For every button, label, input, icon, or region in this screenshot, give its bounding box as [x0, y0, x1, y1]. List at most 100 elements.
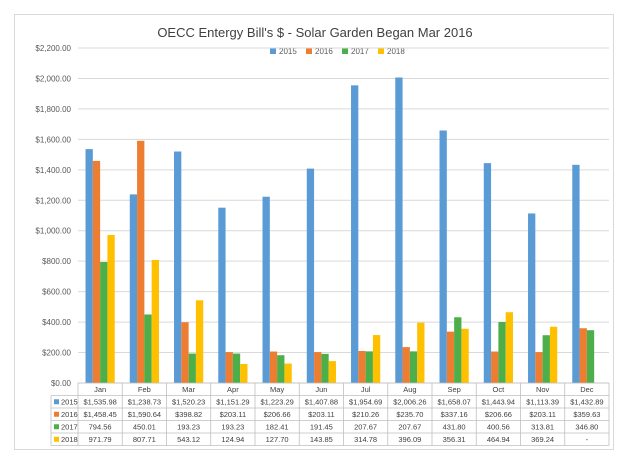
chart-title: OECC Entergy Bill's $ - Solar Garden Beg…: [157, 25, 472, 40]
table-key-swatch-2017: [54, 424, 59, 430]
bar-2016-Nov: [535, 352, 543, 383]
bar-2018-Sep: [461, 328, 469, 383]
legend-label-2018: 2018: [387, 47, 405, 56]
legend: 2015 2016 2017 2018: [270, 47, 405, 56]
y-tick-label: $1,600.00: [35, 135, 71, 144]
table-cell: 356.31: [443, 435, 466, 444]
table-cell: 369.24: [531, 435, 554, 444]
table-cell: $1,407.88: [305, 398, 338, 407]
table-cell: $2,006.26: [393, 398, 426, 407]
table-cell: $210.26: [352, 410, 379, 419]
bar-2018-Oct: [505, 312, 513, 383]
bar-2017-Jul: [365, 351, 373, 383]
bar-2015-May: [262, 196, 270, 383]
bar-2016-Jul: [358, 350, 366, 383]
bar-2017-Jan: [100, 262, 108, 383]
table-cell: 193.23: [221, 423, 244, 432]
data-table: Jan Feb Mar Apr May Jun Jul Aug Sep Oct Nov Dec 2015…: [50, 382, 610, 446]
bar-2015-Feb: [129, 194, 138, 383]
table-cell: 313.81: [531, 423, 554, 432]
x-tick-label: Jan: [94, 385, 106, 394]
table-cell: 143.85: [310, 435, 333, 444]
table-series-label: 2015: [61, 398, 78, 407]
x-tick-label: Aug: [403, 385, 416, 394]
y-tick-label: $1,800.00: [35, 105, 71, 114]
chart-frame: OECC Entergy Bill's $ - Solar Garden Beg…: [14, 14, 614, 450]
table-key-swatch-2016: [54, 411, 59, 417]
table-cell: 193.23: [177, 423, 200, 432]
table-cell: 807.71: [133, 435, 156, 444]
table-cell: $203.11: [220, 410, 247, 419]
table-cell: -: [586, 435, 589, 444]
table-cell: 450.01: [133, 423, 156, 432]
bar-2015-Dec: [572, 164, 580, 383]
y-tick-label: $600.00: [42, 288, 71, 297]
table-cell: $1,238.73: [128, 398, 161, 407]
x-tick-label: Feb: [138, 385, 151, 394]
x-tick-label: Jul: [361, 385, 371, 394]
table-cell: $1,113.39: [526, 398, 559, 407]
table-series-label: 2016: [61, 410, 78, 419]
table-cell: 346.80: [575, 423, 598, 432]
bar-2018-Jun: [328, 361, 336, 383]
bar-2015-Jun: [306, 168, 315, 383]
y-tick-label: $2,000.00: [35, 74, 71, 83]
table-cell: $337.16: [441, 410, 468, 419]
y-tick-label: $1,000.00: [35, 227, 71, 236]
table-cell: $1,658.07: [437, 398, 470, 407]
bar-2015-Nov: [528, 213, 536, 383]
table-cell: $398.82: [175, 410, 202, 419]
bar-2016-Aug: [402, 347, 410, 383]
legend-swatch-2015: [270, 48, 276, 54]
table-cell: 207.67: [354, 423, 377, 432]
table-key-swatch-2018: [54, 436, 59, 442]
table-cell: $1,590.64: [128, 410, 161, 419]
table-cell: $235.70: [396, 410, 423, 419]
bar-2016-Jun: [314, 352, 322, 383]
gridlines: [78, 47, 609, 384]
table-cell: 400.56: [487, 423, 510, 432]
x-tick-label: Nov: [536, 385, 550, 394]
bar-2015-Sep: [439, 130, 447, 383]
table-cell: 794.56: [89, 423, 112, 432]
legend-label-2016: 2016: [315, 47, 333, 56]
legend-swatch-2016: [306, 48, 312, 54]
bar-2015-Aug: [395, 77, 403, 384]
legend-label-2017: 2017: [351, 47, 369, 56]
y-tick-label: $1,400.00: [35, 166, 71, 175]
bar-2016-Sep: [446, 331, 455, 383]
table-cell: $206.66: [485, 410, 512, 419]
bar-2018-Jan: [107, 235, 115, 383]
x-tick-label: Jun: [315, 385, 327, 394]
y-tick-label: $200.00: [42, 349, 71, 358]
table-cell: $203.11: [308, 410, 335, 419]
y-tick-label: $1,200.00: [35, 196, 71, 205]
y-tick-label: $400.00: [42, 318, 71, 327]
y-tick-label: $0.00: [51, 379, 72, 388]
table-cell: $1,535.98: [83, 398, 116, 407]
table-cell: 396.09: [398, 435, 421, 444]
table-cell: 543.12: [177, 435, 200, 444]
bar-2015-Oct: [483, 163, 492, 383]
table-cell: 207.67: [398, 423, 421, 432]
table-cell: 124.94: [221, 435, 244, 444]
bar-2017-Jun: [321, 353, 329, 383]
table-cell: $1,458.45: [83, 410, 116, 419]
chart-svg: OECC Entergy Bill's $ - Solar Garden Beg…: [35, 25, 610, 446]
bar-2015-Mar: [174, 151, 182, 383]
bar-2016-Mar: [181, 322, 189, 383]
table-cell: 191.45: [310, 423, 333, 432]
table-cell: $1,223.29: [260, 398, 293, 407]
table-cell: $1,954.69: [349, 398, 382, 407]
bar-2015-Apr: [218, 207, 226, 383]
y-axis: $0.00 $200.00 $400.00 $600.00 $800.00 $1,000.…: [35, 44, 71, 388]
table-cell: 971.79: [89, 435, 112, 444]
table-key-swatch-2015: [54, 399, 59, 405]
bar-2016-Apr: [225, 352, 233, 383]
table-cell: $359.63: [573, 410, 600, 419]
bar-2015-Jan: [85, 149, 93, 383]
bar-2018-Aug: [417, 322, 425, 383]
table-series-label: 2017: [61, 423, 78, 432]
bar-2017-Nov: [542, 335, 550, 383]
bar-2018-Nov: [549, 326, 558, 383]
